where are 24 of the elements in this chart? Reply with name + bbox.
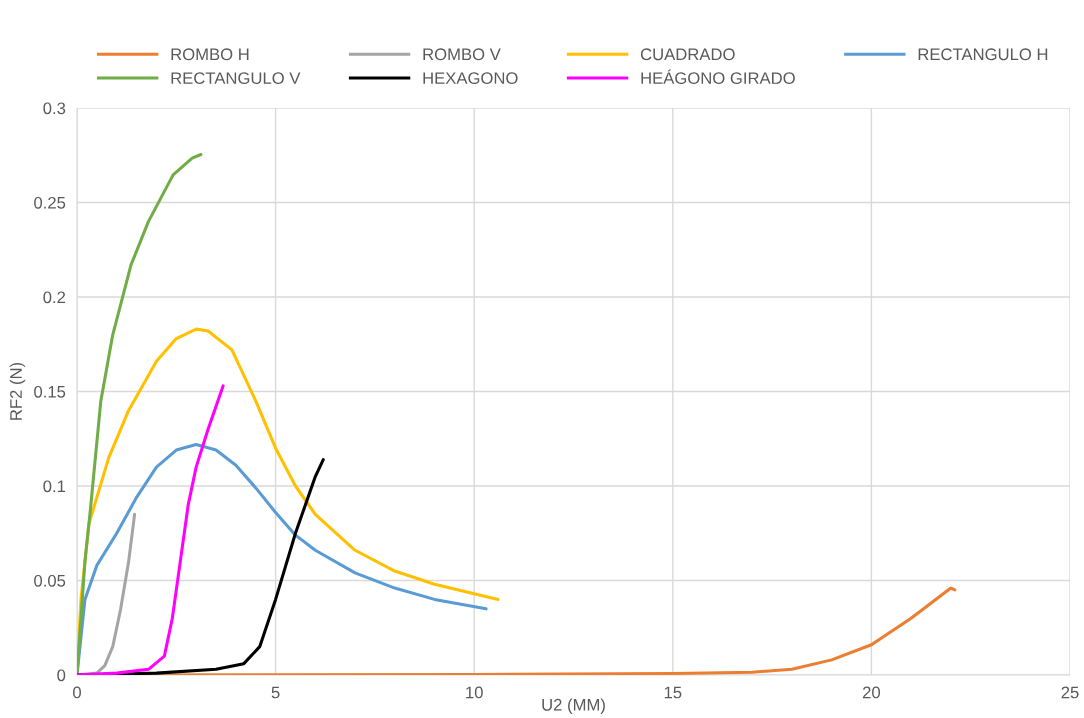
legend-label: ROMBO H [171,48,249,61]
legend-label: ROMBO V [423,48,501,61]
y-tick-label: 0 [57,669,66,682]
x-tick-label: 5 [271,686,280,699]
x-axis-title: U2 (MM) [542,698,605,714]
x-tick-label: 0 [73,686,81,699]
legend-label: RECTANGULO H [918,48,1048,61]
y-tick-label: 0.05 [34,574,66,587]
x-tick-label: 10 [466,686,483,699]
y-tick-label: 0.1 [43,480,66,493]
legend-label: HEXAGONO [423,72,518,85]
y-tick-label: 0.15 [34,385,66,398]
x-tick-label: 15 [664,686,682,699]
legend-label: CUADRADO [640,48,735,61]
legend-label: HEÁGONO GIRADO [641,69,795,85]
y-tick-label: 0.3 [43,102,66,115]
y-tick-label: 0.25 [34,196,66,209]
line-series [77,152,203,675]
line-series [77,384,225,675]
x-tick-label: 25 [1061,686,1079,699]
y-tick-label: 0.2 [43,291,66,304]
x-tick-label: 20 [862,686,881,699]
legend-label: RECTANGULO V [171,72,301,85]
y-axis-title: RF2 (N) [9,362,26,420]
